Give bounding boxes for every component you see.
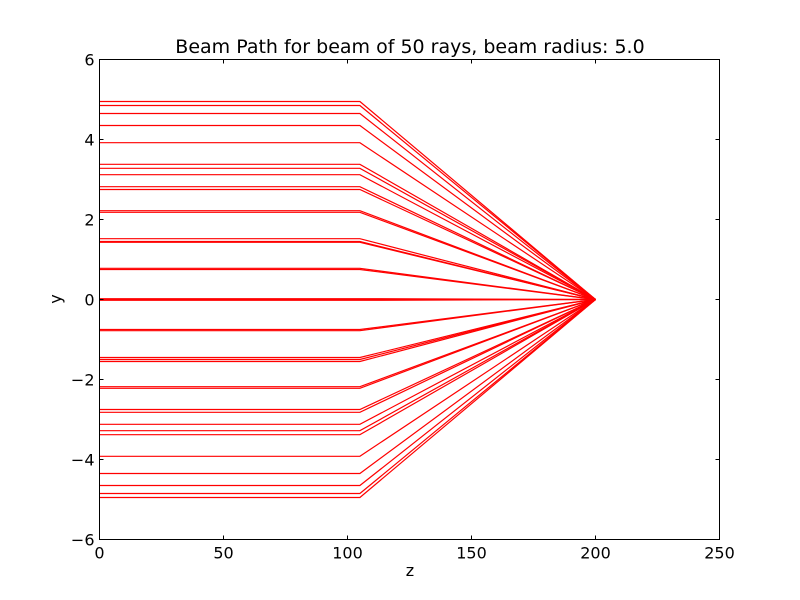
x-axis-ticks: 0 50 100 150 200 250 [94,59,735,563]
x-tick-label: 250 [704,544,735,563]
ray-16 [99,268,596,301]
ray-33 [99,299,596,475]
ray-34 [99,299,596,487]
x-axis-label: z [406,561,414,580]
ray-7 [99,174,596,301]
ray-32 [99,299,596,457]
ray-0 [99,100,596,300]
y-tick-label: 6 [84,51,94,70]
ray-1 [99,104,596,300]
ray-36 [99,299,596,499]
y-tick-label: −2 [71,371,95,390]
ray-9 [99,188,596,301]
ray-3 [99,124,596,300]
ray-6 [99,167,596,301]
ray-10 [99,210,596,301]
chart-title: Beam Path for beam of 50 rays, beam radi… [175,36,644,58]
x-tick-label: 100 [332,544,363,563]
ray-31 [99,298,596,436]
x-tick-label: 150 [456,544,487,563]
ray-30 [99,298,596,432]
y-axis-ticks: −6 −4 −2 0 2 4 6 [71,51,720,550]
y-tick-label: −4 [71,451,95,470]
ray-5 [99,163,596,301]
ray-20 [99,298,596,331]
x-tick-label: 0 [94,544,104,563]
ray-24 [99,298,596,363]
ray-21 [99,298,596,332]
ray-23 [99,298,596,361]
ray-15 [99,267,596,301]
y-axis-label: y [46,294,65,303]
ray-29 [99,298,596,425]
ray-8 [99,186,596,301]
ray-28 [99,298,596,413]
ray-22 [99,298,596,359]
ray-4 [99,142,596,300]
x-tick-label: 200 [580,544,611,563]
ray-19 [99,298,596,301]
ray-35 [99,299,596,495]
ray-2 [99,112,596,300]
ray-series [99,100,596,499]
y-tick-label: 0 [84,291,94,310]
y-tick-label: −6 [71,531,95,550]
ray-11 [99,211,596,301]
y-tick-label: 4 [84,131,94,150]
y-tick-label: 2 [84,211,94,230]
ray-25 [99,298,596,388]
ray-12 [99,238,596,301]
ray-14 [99,241,596,301]
ray-27 [99,298,596,411]
ray-26 [99,298,596,389]
x-tick-label: 50 [213,544,233,563]
